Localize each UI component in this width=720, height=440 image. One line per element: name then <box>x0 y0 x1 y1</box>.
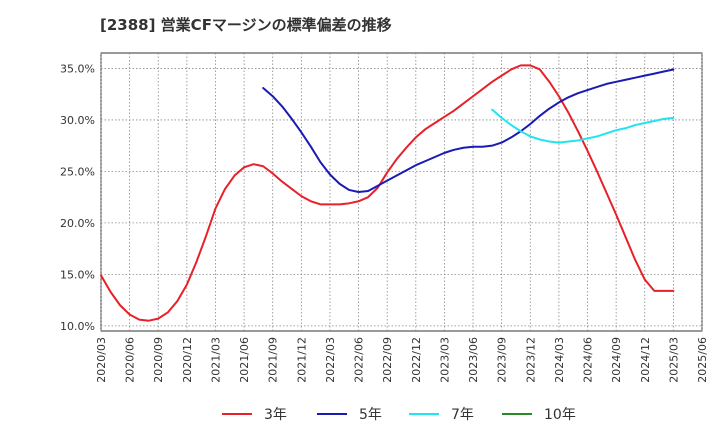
y-tick-label: 25.0% <box>60 165 95 178</box>
x-tick-label: 2024/06 <box>582 337 595 383</box>
x-tick-label: 2023/12 <box>524 337 537 383</box>
x-tick-label: 2021/03 <box>209 337 222 383</box>
x-tick-label: 2024/09 <box>610 337 623 383</box>
grid <box>100 53 703 331</box>
x-tick-label: 2025/03 <box>667 337 680 383</box>
x-tick-label: 2022/12 <box>410 337 423 383</box>
legend-label: 5年 <box>359 407 382 423</box>
series-lines <box>100 64 675 322</box>
x-tick-label: 2020/09 <box>152 337 165 383</box>
y-tick-label: 10.0% <box>60 320 95 333</box>
x-tick-label: 2021/12 <box>295 337 308 383</box>
series-line <box>262 68 675 193</box>
y-tick-label: 20.0% <box>60 217 95 230</box>
y-tick-label: 35.0% <box>60 62 95 75</box>
x-tick-label: 2020/03 <box>95 337 108 383</box>
x-tick-label: 2022/09 <box>381 337 394 383</box>
x-axis: 2020/03 2020/06 2020/09 2020/12 2021/03 2021/… <box>95 337 709 383</box>
chart-title: [2388] 営業CFマージンの標準偏差の推移 <box>100 16 392 34</box>
legend-label: 3年 <box>264 407 287 423</box>
x-tick-label: 2024/03 <box>553 337 566 383</box>
x-tick-label: 2022/03 <box>324 337 337 383</box>
x-tick-label: 2022/06 <box>353 337 366 383</box>
series-line <box>491 108 675 144</box>
x-tick-label: 2020/12 <box>181 337 194 383</box>
x-tick-label: 2023/06 <box>467 337 480 383</box>
y-tick-label: 30.0% <box>60 114 95 127</box>
x-tick-label: 2023/03 <box>438 337 451 383</box>
y-axis: 10.0% 15.0% 20.0% 25.0% 30.0% 35.0% <box>60 62 95 332</box>
x-tick-label: 2023/09 <box>496 337 509 383</box>
legend: 3年 5年 7年 10年 <box>222 407 576 423</box>
legend-label: 7年 <box>451 407 474 423</box>
x-tick-label: 2025/06 <box>696 337 709 383</box>
x-tick-label: 2024/12 <box>639 337 652 383</box>
y-tick-label: 15.0% <box>60 268 95 281</box>
x-tick-label: 2021/06 <box>238 337 251 383</box>
x-tick-label: 2021/09 <box>267 337 280 383</box>
plot-area <box>100 52 703 332</box>
series-line <box>100 64 675 322</box>
legend-label: 10年 <box>544 407 576 423</box>
x-tick-label: 2020/06 <box>124 337 137 383</box>
